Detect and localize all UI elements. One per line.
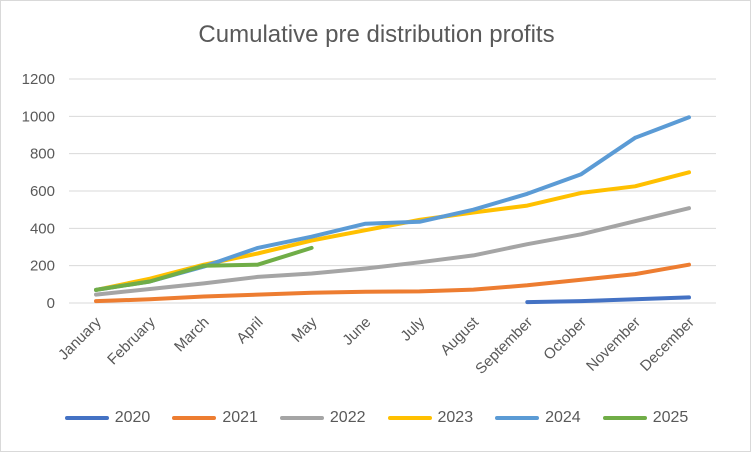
legend-swatch [602, 416, 647, 420]
legend-label: 2022 [329, 409, 366, 426]
legend-label: 2024 [545, 409, 581, 426]
x-tick-label: March [171, 314, 212, 355]
legend-swatch [172, 416, 217, 420]
series-line-2025 [94, 245, 314, 292]
chart-title: Cumulative pre distribution profits [198, 21, 555, 48]
legend-label: 2020 [114, 409, 151, 426]
x-tick-label: April [233, 314, 266, 347]
series-line-2022 [94, 206, 691, 297]
x-tick-label: August [437, 313, 483, 359]
series-line-2020 [525, 295, 691, 305]
series-line-2021 [94, 262, 691, 304]
legend-swatch [64, 416, 109, 420]
x-tick-label: July [397, 313, 428, 344]
x-tick-label: October [540, 314, 590, 364]
legend-swatch [279, 416, 324, 420]
legend-item-2024: 2024 [495, 409, 581, 427]
legend-item-2020: 2020 [64, 409, 151, 427]
legend-item-2021: 2021 [172, 409, 258, 427]
y-tick-label: 0 [47, 295, 55, 312]
legend-swatch [387, 416, 432, 420]
x-tick-label: January [55, 313, 105, 363]
x-tick-label: February [104, 313, 159, 368]
legend-label: 2025 [652, 409, 689, 426]
x-tick-label: November [583, 314, 644, 375]
y-tick-label: 200 [30, 258, 55, 275]
legend-label: 2021 [222, 409, 258, 426]
x-tick-label: June [339, 314, 374, 349]
x-tick-label: December [637, 314, 698, 375]
legend-item-2023: 2023 [387, 409, 474, 427]
legend-item-2022: 2022 [279, 409, 366, 427]
y-tick-label: 600 [30, 183, 55, 200]
chart-legend: 2020 2021 2022 2023 2024 2025 [1, 409, 751, 427]
y-tick-label: 1000 [22, 108, 55, 125]
legend-swatch [495, 416, 540, 420]
x-tick-label: May [288, 313, 320, 345]
legend-label: 2023 [437, 409, 474, 426]
x-tick-label: September [472, 314, 536, 378]
y-tick-label: 400 [30, 220, 55, 237]
y-tick-label: 800 [30, 146, 55, 163]
legend-item-2025: 2025 [602, 409, 689, 427]
y-tick-label: 1200 [22, 71, 55, 88]
